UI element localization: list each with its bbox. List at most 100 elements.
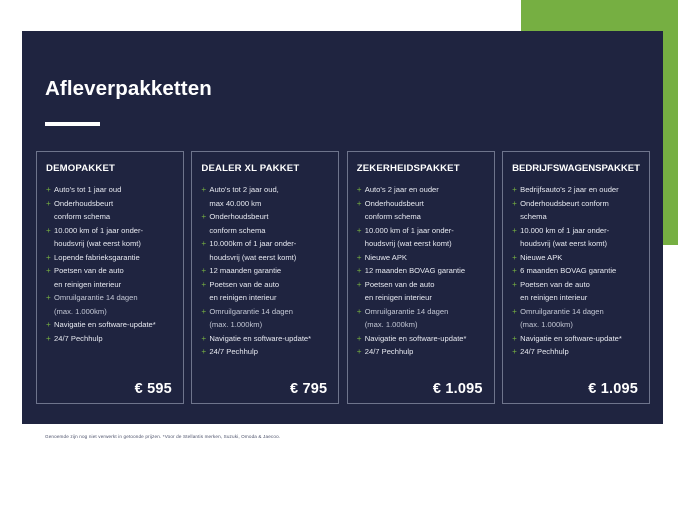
feature-item: + Auto's tot 1 jaar oud	[46, 183, 174, 197]
feature-item: +12 maanden BOVAG garantie	[357, 264, 485, 278]
plus-icon: +	[201, 239, 207, 248]
feature-text: Bedrijfsauto's 2 jaar en ouder	[520, 185, 619, 194]
plus-icon: +	[356, 198, 362, 208]
plus-icon: +	[356, 185, 362, 194]
feature-text: Omruilgarantie 14 dagen (max. 1.000km)	[54, 293, 138, 316]
feature-item: + Auto's 2 jaar en ouder	[357, 183, 485, 197]
title-underline-rule	[45, 122, 100, 126]
plus-icon: +	[356, 225, 362, 235]
package-price: € 595	[134, 381, 172, 397]
feature-item: + Onderhoudsbeurt conform schema	[46, 197, 174, 224]
plus-icon: +	[356, 279, 362, 289]
feature-text: 6 maanden BOVAG garantie	[520, 266, 617, 275]
feature-text: 10.000 km of 1 jaar onder- houdsvrij (wa…	[54, 225, 144, 249]
feature-item: +10.000 km of 1 jaar onder- houdsvrij (w…	[357, 224, 485, 251]
feature-item: + Bedrijfsauto's 2 jaar en ouder	[512, 183, 640, 197]
plus-icon: +	[201, 212, 207, 221]
package-card-title: ZEKERHEIDSPAKKET	[356, 163, 460, 174]
package-card-dealer-xl-pakket[interactable]: DEALER XL PAKKET + Auto's tot 2 jaar oud,…	[191, 151, 340, 404]
feature-item: + Poetsen van de auto en reinigen interie…	[201, 278, 329, 305]
package-card-title: DEALER XL PAKKET	[201, 163, 300, 174]
feature-item: + Navigatie en software-update*	[201, 332, 329, 346]
feature-text: Navigatie en software-update*	[520, 333, 622, 343]
package-price: € 795	[289, 381, 328, 397]
plus-icon: +	[201, 185, 207, 194]
feature-item: + Lopende fabrieksgarantie	[46, 251, 174, 265]
feature-text: Auto's tot 2 jaar oud, max 40.000 km	[209, 185, 279, 208]
plus-icon: +	[512, 198, 517, 208]
feature-item: + Nieuwe APK	[512, 251, 640, 265]
plus-icon: +	[201, 279, 207, 289]
plus-icon: +	[201, 347, 207, 356]
feature-text: Poetsen van de auto en reinigen interieu…	[209, 279, 280, 303]
plus-icon: +	[356, 252, 362, 262]
plus-icon: +	[512, 225, 517, 235]
feature-text: Nieuwe APK	[364, 252, 407, 262]
package-cards-row: DEMOPAKKET + Auto's tot 1 jaar oud + Onder…	[36, 151, 650, 404]
feature-text: 10.000 km of 1 jaar onder- houdsvrij (wa…	[364, 225, 454, 249]
feature-text: Poetsen van de auto en reinigen interieu…	[54, 266, 124, 289]
feature-item: + Poetsen van de auto en reinigen interie…	[512, 278, 640, 305]
feature-text: Omruilgarantie 14 dagen (max. 1.000km)	[520, 306, 604, 330]
feature-text: Onderhoudsbeurt conform schema	[209, 212, 269, 235]
plus-icon: +	[201, 266, 207, 275]
feature-item: +6 maanden BOVAG garantie	[512, 264, 640, 278]
plus-icon: +	[201, 306, 207, 316]
plus-icon: +	[46, 225, 51, 235]
feature-item: + Poetsen van de auto en reinigen interie…	[46, 264, 174, 291]
feature-text: Lopende fabrieksgarantie	[54, 252, 140, 262]
feature-text: Auto's tot 1 jaar oud	[54, 185, 122, 194]
package-feature-list: + Bedrijfsauto's 2 jaar en ouder + Onderho…	[512, 183, 640, 377]
plus-icon: +	[512, 252, 517, 262]
feature-item: + Omruilgarantie 14 dagen (max. 1.000km)	[201, 305, 329, 332]
feature-text: Nieuwe APK	[520, 252, 563, 262]
feature-item: +12 maanden garantie	[201, 264, 329, 278]
feature-text: 24/7 Pechhulp	[54, 333, 103, 343]
feature-item: + Onderhoudsbeurt conform schema	[201, 210, 329, 237]
page-title: Afleverpakketten	[45, 77, 212, 100]
package-card-bedrijfswagenspakket[interactable]: BEDRIJFSWAGENSPAKKET + Bedrijfsauto's 2 j…	[502, 151, 650, 404]
plus-icon: +	[512, 266, 517, 275]
package-feature-list: + Auto's tot 2 jaar oud, max 40.000 km + O…	[201, 183, 329, 377]
feature-text: Omruilgarantie 14 dagen (max. 1.000km)	[209, 306, 293, 330]
package-card-zekerheidspakket[interactable]: ZEKERHEIDSPAKKET + Auto's 2 jaar en ouder…	[346, 151, 495, 404]
feature-text: 10.000km of 1 jaar onder- houdsvrij (wat…	[209, 239, 297, 262]
package-feature-list: + Auto's tot 1 jaar oud + Onderhoudsbeurt …	[46, 183, 174, 377]
packages-panel: Afleverpakketten DEMOPAKKET + Auto's tot …	[22, 31, 663, 424]
feature-item: +24/7 Pechhulp	[357, 345, 485, 359]
feature-text: Onderhoudsbeurt conform schema	[520, 198, 609, 222]
feature-text: 24/7 Pechhulp	[364, 347, 414, 356]
feature-text: Poetsen van de auto en reinigen interieu…	[520, 279, 590, 303]
plus-icon: +	[512, 279, 517, 289]
plus-icon: +	[201, 333, 207, 343]
feature-text: 24/7 Pechhulp	[209, 347, 258, 356]
feature-item: +24/7 Pechhulp	[512, 345, 640, 359]
plus-icon: +	[356, 333, 362, 343]
feature-item: + Auto's tot 2 jaar oud, max 40.000 km	[201, 183, 329, 210]
feature-text: 10.000 km of 1 jaar onder- houdsvrij (wa…	[520, 225, 610, 249]
plus-icon: +	[512, 306, 517, 316]
package-card-demopakket[interactable]: DEMOPAKKET + Auto's tot 1 jaar oud + Onder…	[36, 151, 184, 404]
feature-text: 12 maanden garantie	[209, 266, 282, 275]
package-price: € 1.095	[432, 381, 483, 397]
feature-item: +10.000 km of 1 jaar onder- houdsvrij (w…	[46, 224, 174, 251]
package-feature-list: + Auto's 2 jaar en ouder + Onderhoudsbeurt…	[357, 183, 485, 377]
plus-icon: +	[512, 185, 517, 194]
feature-item: + Onderhoudsbeurt conform schema	[357, 197, 485, 224]
plus-icon: +	[46, 333, 51, 343]
plus-icon: +	[356, 347, 362, 356]
feature-item: + Omruilgarantie 14 dagen (max. 1.000km)	[46, 291, 174, 318]
plus-icon: +	[512, 347, 517, 356]
plus-icon: +	[46, 320, 51, 329]
feature-item: + Omruilgarantie 14 dagen (max. 1.000km)	[512, 305, 640, 332]
feature-text: Onderhoudsbeurt conform schema	[54, 198, 114, 222]
plus-icon: +	[356, 266, 362, 275]
plus-icon: +	[46, 185, 51, 194]
plus-icon: +	[356, 306, 362, 316]
feature-text: Omruilgarantie 14 dagen (max. 1.000km)	[364, 306, 449, 330]
footnote-disclaimer: Genoemde zijn nog niet verwerkt in getoo…	[45, 434, 281, 439]
feature-item: + Navigatie en software-update*	[357, 332, 485, 346]
feature-item: + Navigatie en software-update*	[46, 318, 174, 332]
feature-item: + Omruilgarantie 14 dagen (max. 1.000km)	[357, 305, 485, 332]
